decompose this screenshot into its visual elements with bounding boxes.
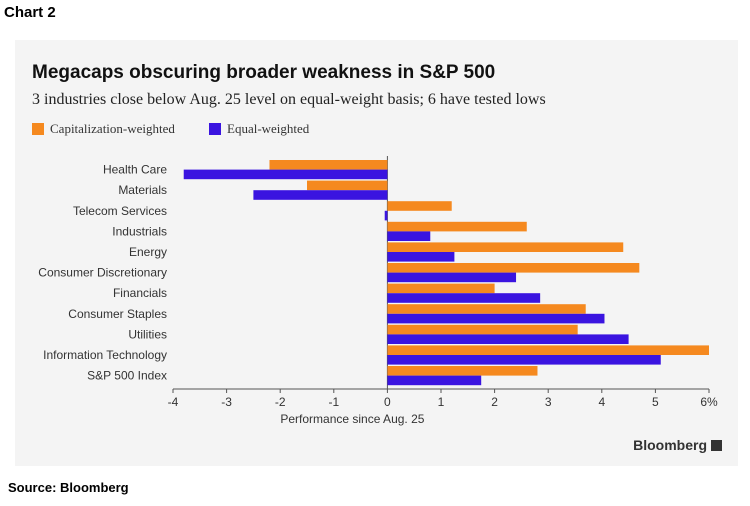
category-label-utilities: Utilities [128, 327, 167, 341]
bar-chart: Health Care Materials Telecom Services Indu… [38, 156, 718, 426]
x-tick-label-4: 0 [384, 395, 391, 409]
x-tick-label-8: 4 [598, 395, 605, 409]
bar-equal-weighted-telecom-services [384, 210, 388, 221]
bar-equal-weighted-materials [253, 190, 388, 200]
bar-capitalization-weighted-energy [387, 242, 624, 252]
category-label-materials: Materials [118, 183, 167, 197]
bar-capitalization-weighted-financials [387, 283, 495, 294]
bar-equal-weighted-industrials [387, 231, 431, 241]
category-label-energy: Energy [129, 245, 167, 259]
bar-capitalization-weighted-industrials [387, 221, 527, 232]
x-tick-label-10: 6% [700, 395, 718, 409]
legend-swatch-equal-weighted [209, 123, 221, 135]
bar-capitalization-weighted-health-care [269, 160, 388, 170]
category-label-financials: Financials [113, 286, 167, 300]
bar-equal-weighted-health-care [183, 169, 388, 180]
bar-capitalization-weighted-consumer-staples [387, 304, 586, 314]
category-label-consumer-discretionary: Consumer Discretionary [38, 266, 167, 280]
bar-capitalization-weighted-consumer-discretionary [387, 263, 640, 273]
bar-equal-weighted-financials [387, 293, 541, 303]
bar-capitalization-weighted-telecom-services [387, 201, 452, 211]
brand-logo: Bloomberg [633, 437, 722, 453]
legend-label-cap-weighted: Capitalization-weighted [50, 121, 175, 136]
bar-equal-weighted-consumer-discretionary [387, 272, 517, 283]
source-note: Source: Bloomberg [8, 480, 129, 495]
bar-capitalization-weighted-information-technology [387, 345, 709, 355]
x-tick-label-2: -2 [275, 395, 286, 409]
legend-item-equal-weighted: Equal-weighted [209, 121, 309, 137]
chart-panel: Megacaps obscuring broader weakness in S… [15, 40, 738, 466]
bar-equal-weighted-s-p-500-index [387, 375, 482, 386]
bar-equal-weighted-information-technology [387, 355, 661, 365]
legend-swatch-cap-weighted [32, 123, 44, 135]
x-axis-title: Performance since Aug. 25 [280, 412, 424, 426]
category-label-industrials: Industrials [112, 224, 167, 238]
chart-title: Megacaps obscuring broader weakness in S… [32, 62, 496, 83]
category-label-information-technology: Information Technology [43, 348, 167, 362]
bar-equal-weighted-energy [387, 252, 455, 262]
bar-equal-weighted-utilities [387, 334, 629, 344]
category-label-s-p-500-index: S&P 500 Index [87, 369, 167, 383]
x-tick-label-5: 1 [438, 395, 445, 409]
x-tick-label-7: 3 [545, 395, 552, 409]
x-tick-label-9: 5 [652, 395, 659, 409]
chart-subtitle: 3 industries close below Aug. 25 level o… [32, 91, 546, 108]
x-tick-label-6: 2 [491, 395, 498, 409]
legend-item-cap-weighted: Capitalization-weighted [32, 121, 175, 137]
document-label: Chart 2 [4, 4, 56, 21]
bar-capitalization-weighted-materials [307, 180, 388, 191]
x-tick-label-0: -4 [168, 395, 179, 409]
brand-name: Bloomberg [633, 437, 707, 453]
bar-capitalization-weighted-s-p-500-index [387, 366, 538, 376]
x-tick-label-3: -1 [328, 395, 339, 409]
bar-capitalization-weighted-utilities [387, 324, 578, 335]
category-label-telecom-services: Telecom Services [73, 204, 167, 218]
bar-equal-weighted-consumer-staples [387, 313, 605, 324]
x-tick-label-1: -3 [221, 395, 232, 409]
legend-label-equal-weighted: Equal-weighted [227, 121, 310, 136]
category-label-consumer-staples: Consumer Staples [68, 307, 167, 321]
category-label-health-care: Health Care [103, 163, 167, 177]
bloomberg-terminal-icon [711, 439, 722, 451]
